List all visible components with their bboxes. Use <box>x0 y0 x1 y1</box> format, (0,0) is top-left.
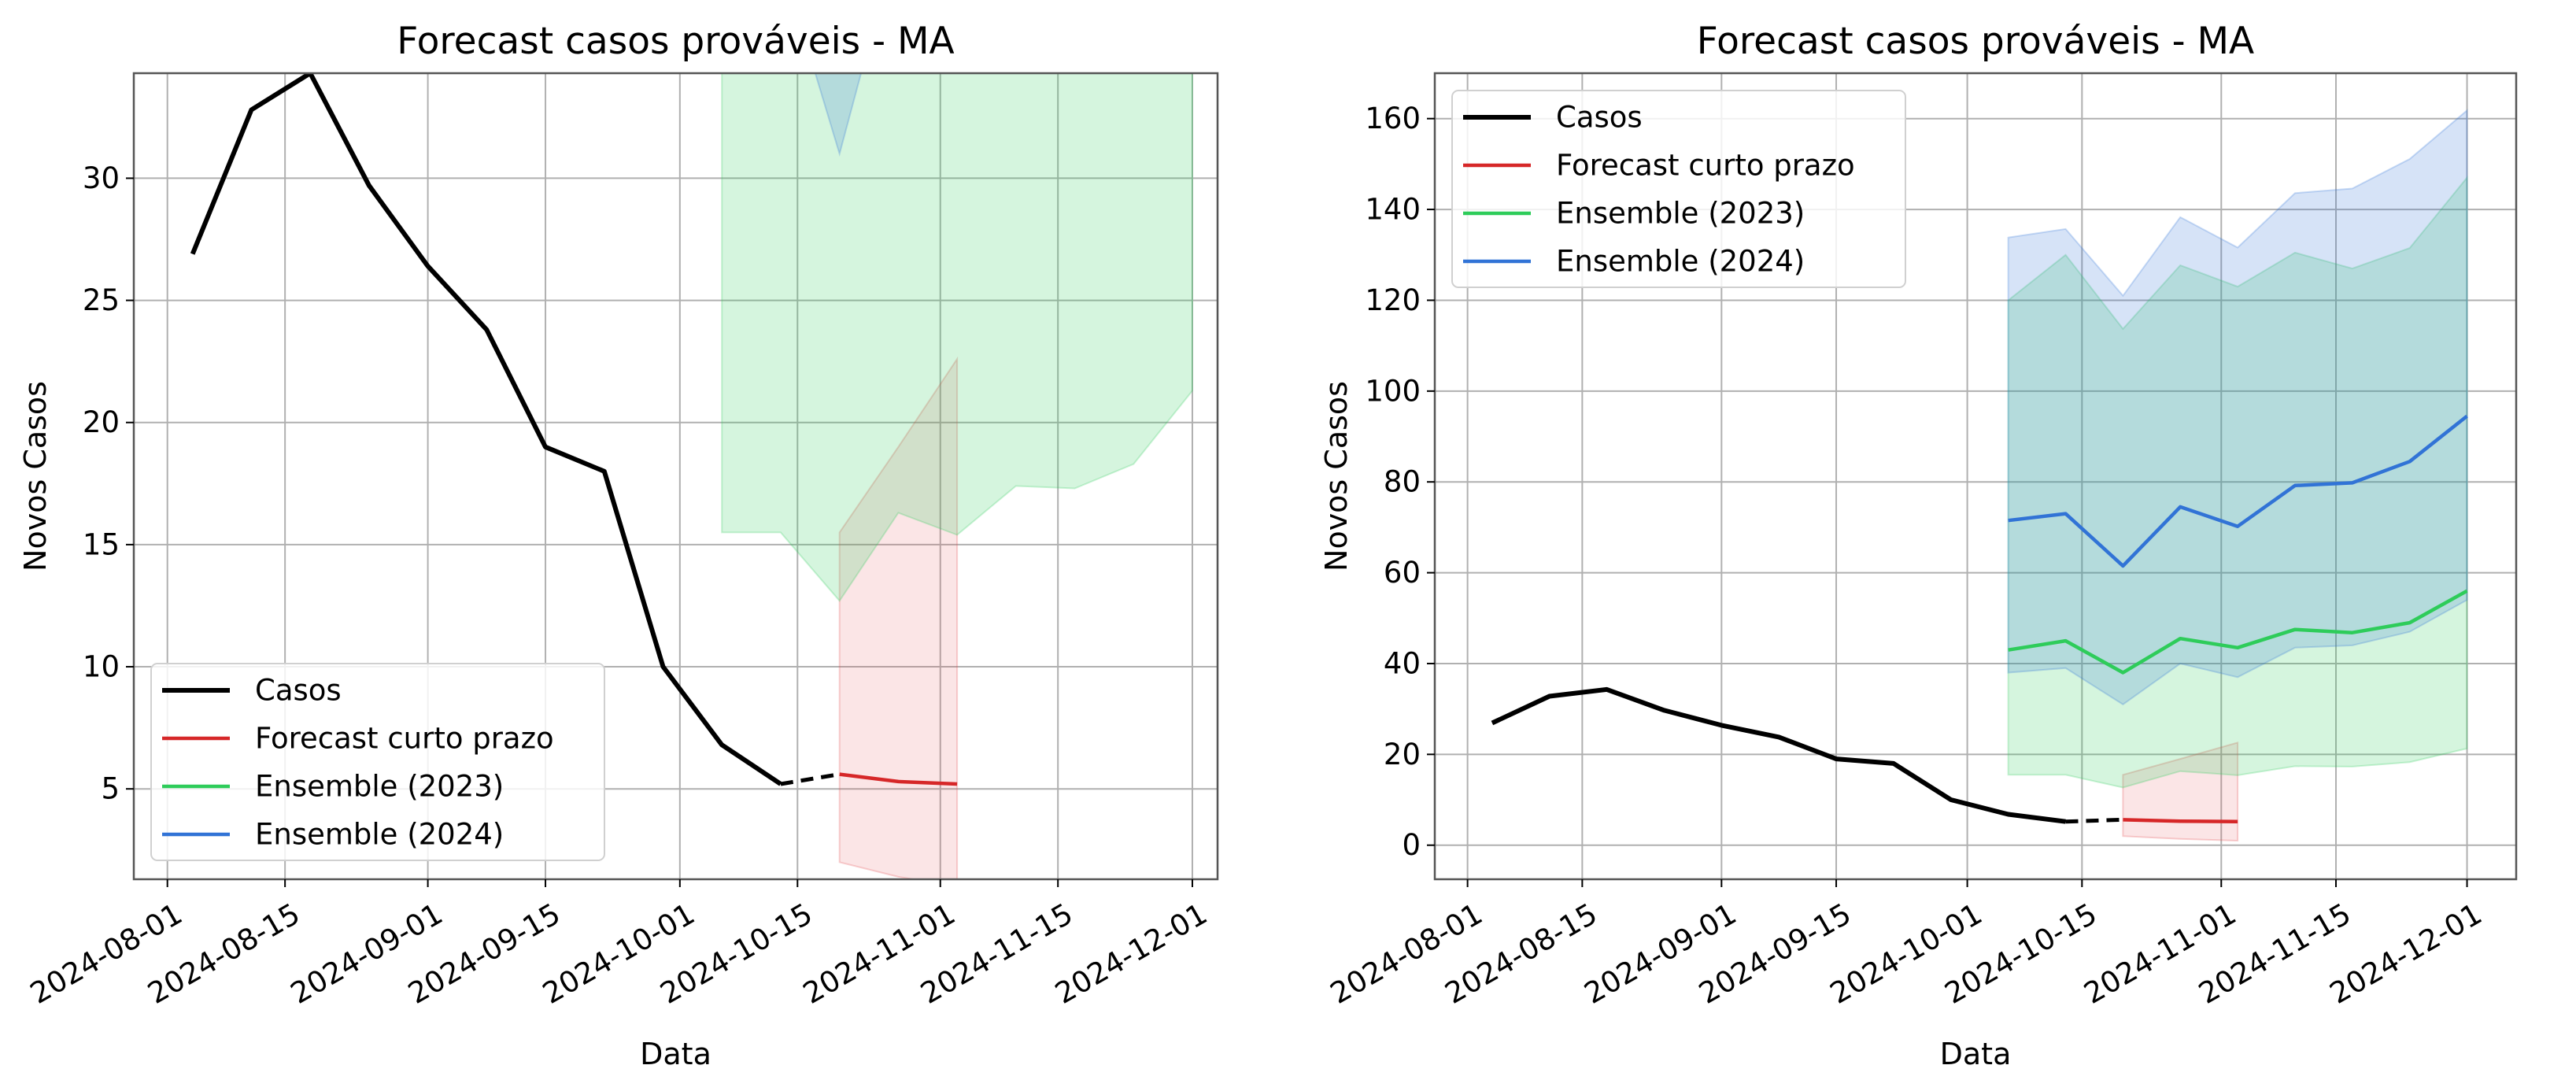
grid <box>1435 73 2516 879</box>
grid <box>134 73 1218 879</box>
y-tick-label: 20 <box>83 405 120 439</box>
axes-frame <box>132 72 1219 881</box>
y-tick-label: 25 <box>83 283 120 317</box>
legend-label: Forecast curto prazo <box>1556 149 1855 183</box>
x-axis-label: Data <box>1940 1037 2012 1071</box>
legend-label: Ensemble (2023) <box>255 770 504 804</box>
y-tick-label: 100 <box>1365 374 1421 408</box>
series-line-forecast-curto-prazo <box>2123 818 2238 823</box>
y-tick-label: 5 <box>101 772 120 806</box>
legend-label: Casos <box>255 674 342 708</box>
chart-title: Forecast casos prováveis - MA <box>397 20 954 63</box>
y-axis-label: Novos Casos <box>18 381 53 571</box>
y-tick-label: 80 <box>1384 465 1421 499</box>
legend-label: Ensemble (2024) <box>1556 245 1805 279</box>
legend: Casos Forecast curto prazo Ensemble (2023)… <box>1451 90 1906 288</box>
plot-area <box>190 73 1193 879</box>
forecast-connector-dashed <box>780 772 841 786</box>
y-tick-label: 0 <box>1402 828 1421 862</box>
legend-label: Ensemble (2023) <box>1556 197 1805 231</box>
band-ensemble-2024 <box>2007 109 2468 706</box>
legend-box <box>1451 90 1906 288</box>
y-tick-label: 40 <box>1384 646 1421 680</box>
y-tick-label: 30 <box>83 161 120 195</box>
axes-frame <box>1433 72 2518 881</box>
chart-title: Forecast casos prováveis - MA <box>1697 20 2254 63</box>
legend-label: Forecast curto prazo <box>255 722 554 756</box>
band-ensemble-2024 <box>814 73 863 157</box>
forecast-connector-dashed <box>2065 817 2123 824</box>
y-tick-label: 160 <box>1365 102 1421 135</box>
band-forecast-curto-prazo <box>838 356 959 879</box>
y-tick-label: 20 <box>1384 738 1421 771</box>
legend-label: Casos <box>1556 101 1643 135</box>
legend: Casos Forecast curto prazo Ensemble (2023)… <box>150 663 605 861</box>
band-ensemble-2023 <box>721 73 1193 602</box>
y-tick-label: 120 <box>1365 283 1421 317</box>
y-axis-label: Novos Casos <box>1319 381 1354 571</box>
band-forecast-curto-prazo <box>2122 742 2239 842</box>
x-axis-label: Data <box>640 1037 711 1071</box>
legend-box <box>150 663 605 861</box>
y-tick-label: 15 <box>83 527 120 561</box>
plot-area <box>1491 109 2468 842</box>
y-tick-label: 10 <box>83 650 120 684</box>
band-ensemble-2023 <box>2007 175 2468 789</box>
legend-label: Ensemble (2024) <box>255 818 504 852</box>
y-tick-label: 60 <box>1384 556 1421 590</box>
y-tick-label: 140 <box>1365 193 1421 227</box>
chart-panel-1: 2024-08-012024-08-152024-09-012024-09-15… <box>18 20 1219 1071</box>
